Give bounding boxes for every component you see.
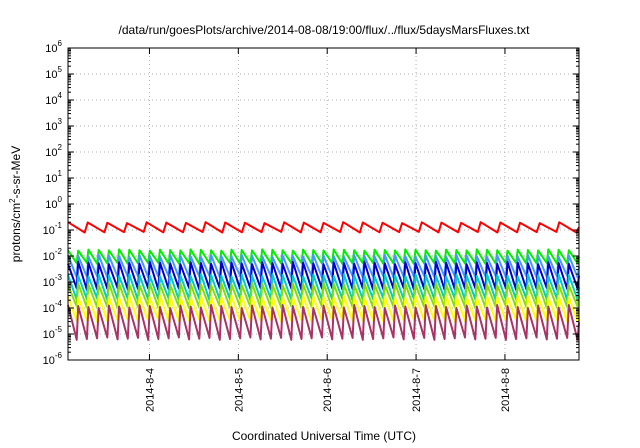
y-tick-label: 100 <box>45 195 62 211</box>
series-line-0 <box>67 221 580 234</box>
y-tick-exp: 0 <box>58 195 63 204</box>
y-tick-exp: -4 <box>55 299 63 308</box>
chart-title: /data/run/goesPlots/archive/2014-08-08/1… <box>119 23 531 37</box>
y-tick-base: 10 <box>45 173 57 185</box>
y-tick-exp: -1 <box>55 221 63 230</box>
x-tick-label: 2014-8-7 <box>411 368 423 412</box>
x-tick-label: 2014-8-4 <box>144 368 156 412</box>
y-tick-base: 10 <box>45 199 57 211</box>
y-tick-label: 105 <box>45 65 62 81</box>
y-tick-base: 10 <box>43 303 55 315</box>
y-tick-base: 10 <box>43 329 55 341</box>
series-layer <box>67 221 580 341</box>
y-tick-base: 10 <box>43 277 55 289</box>
y-tick-base: 10 <box>45 69 57 81</box>
y-axis-label: protons/cm2-s-sr-MeV <box>8 146 23 262</box>
y-tick-label: 102 <box>45 143 62 159</box>
axes: 10610510410310210110010-110-210-310-410-… <box>43 39 579 412</box>
y-tick-label: 10-3 <box>43 273 63 289</box>
x-tick-label: 2014-8-5 <box>233 368 245 412</box>
y-tick-label: 103 <box>45 117 62 133</box>
y-tick-exp: -3 <box>55 273 63 282</box>
y-tick-label: 10-6 <box>43 351 63 367</box>
x-axis-label: Coordinated Universal Time (UTC) <box>232 429 416 443</box>
y-tick-base: 10 <box>43 225 55 237</box>
y-tick-label: 101 <box>45 169 62 185</box>
y-tick-base: 10 <box>45 121 57 133</box>
y-tick-base: 10 <box>45 43 57 55</box>
y-tick-exp: 4 <box>58 91 63 100</box>
y-tick-exp: 1 <box>58 169 63 178</box>
y-tick-base: 10 <box>45 95 57 107</box>
y-tick-label: 10-4 <box>43 299 63 315</box>
y-tick-exp: -6 <box>55 351 63 360</box>
y-tick-label: 104 <box>45 91 62 107</box>
y-axis-label-base: protons/cm <box>9 203 23 262</box>
y-tick-exp: 2 <box>58 143 63 152</box>
y-tick-exp: 5 <box>58 65 63 74</box>
y-tick-base: 10 <box>43 251 55 263</box>
y-tick-base: 10 <box>43 355 55 367</box>
y-axis-label-rest: -s-sr-MeV <box>9 146 23 199</box>
y-tick-base: 10 <box>45 147 57 159</box>
y-tick-exp: 6 <box>58 39 63 48</box>
y-axis-label-sup: 2 <box>8 198 17 203</box>
y-tick-exp: 3 <box>58 117 63 126</box>
y-tick-label: 10-1 <box>43 221 63 237</box>
y-tick-exp: -5 <box>55 325 63 334</box>
y-tick-label: 10-2 <box>43 247 63 263</box>
y-tick-label: 106 <box>45 39 62 55</box>
y-tick-label: 10-5 <box>43 325 63 341</box>
y-tick-exp: -2 <box>55 247 63 256</box>
x-tick-label: 2014-8-6 <box>322 368 334 412</box>
series-line-7 <box>67 304 580 341</box>
x-tick-label: 2014-8-8 <box>500 368 512 412</box>
